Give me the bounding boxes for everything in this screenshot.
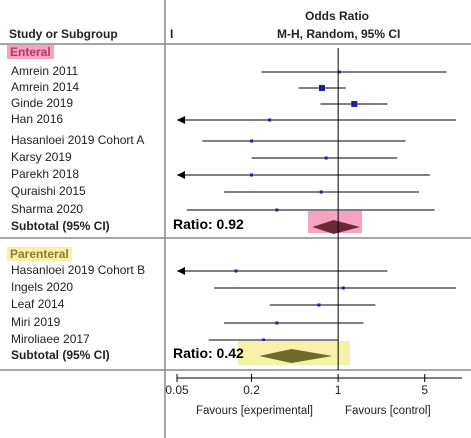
study-label: Leaf 2014: [11, 297, 65, 311]
column-header-mark: I: [170, 27, 174, 41]
study-label: Amrein 2011: [11, 64, 79, 78]
study-label: Hasanloei 2019 Cohort A: [11, 133, 145, 147]
point-marker: [234, 269, 238, 273]
subtotal-diamond: [259, 349, 333, 363]
subtotal-label: Subtotal (95% CI): [11, 348, 110, 362]
point-marker: [268, 118, 272, 122]
x-tick-label: 1: [334, 383, 342, 397]
column-header-study: Study or Subgroup: [9, 27, 118, 41]
ci-arrow: [177, 267, 185, 275]
study-label: Miri 2019: [11, 315, 61, 329]
point-marker: [351, 101, 358, 107]
favours-left-label: Favours [experimental]: [196, 405, 313, 417]
point-marker: [337, 70, 341, 74]
group-label-enteral: Enteral: [7, 45, 54, 59]
point-marker: [250, 173, 254, 177]
point-marker: [318, 85, 325, 91]
column-header-method: M-H, Random, 95% CI: [277, 27, 401, 41]
study-label: Ingels 2020: [11, 280, 74, 294]
study-label: Sharma 2020: [11, 202, 84, 216]
point-marker: [275, 321, 279, 325]
x-tick-label: 0.2: [243, 383, 260, 397]
study-label: Miroliaee 2017: [11, 332, 90, 346]
point-marker: [341, 286, 345, 290]
point-marker: [262, 338, 266, 342]
study-label: Hasanloei 2019 Cohort B: [11, 263, 146, 277]
group-label-parenteral: Parenteral: [7, 247, 72, 261]
ci-arrow: [177, 116, 185, 124]
subtotal-diamond: [312, 220, 360, 234]
study-label: Parekh 2018: [11, 167, 80, 181]
study-label: Amrein 2014: [11, 80, 80, 94]
point-marker: [275, 208, 279, 212]
column-header-effect: Odds Ratio: [305, 9, 370, 23]
point-marker: [317, 303, 321, 307]
study-label: Karsy 2019: [11, 150, 72, 164]
x-tick-label: 5: [421, 383, 429, 397]
ratio-annotation: Ratio: 0.92: [173, 216, 244, 232]
study-label: Han 2016: [11, 112, 64, 126]
x-tick-label: 0.05: [165, 383, 189, 397]
subtotal-label: Subtotal (95% CI): [11, 219, 110, 233]
ratio-annotation: Ratio: 0.42: [173, 345, 244, 361]
point-marker: [324, 156, 328, 160]
study-label: Ginde 2019: [11, 96, 74, 110]
favours-right-label: Favours [control]: [345, 405, 431, 417]
ci-arrow: [177, 171, 185, 179]
point-marker: [319, 190, 323, 194]
point-marker: [250, 139, 254, 143]
study-label: Quraishi 2015: [11, 184, 86, 198]
